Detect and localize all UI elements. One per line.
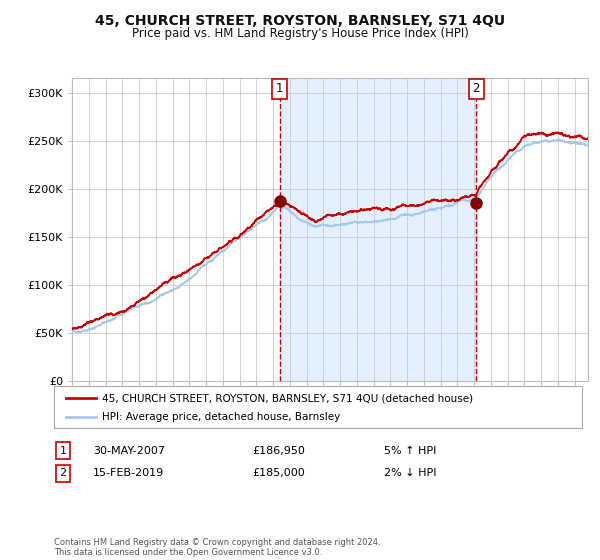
Text: Contains HM Land Registry data © Crown copyright and database right 2024.
This d: Contains HM Land Registry data © Crown c… [54,538,380,557]
Text: 5% ↑ HPI: 5% ↑ HPI [384,446,436,456]
Text: 15-FEB-2019: 15-FEB-2019 [93,468,164,478]
Bar [280,78,476,381]
Text: 2% ↓ HPI: 2% ↓ HPI [384,468,437,478]
Text: 45, CHURCH STREET, ROYSTON, BARNSLEY, S71 4QU: 45, CHURCH STREET, ROYSTON, BARNSLEY, S7… [95,14,505,28]
Text: £185,000: £185,000 [252,468,305,478]
Text: 45, CHURCH STREET, ROYSTON, BARNSLEY, S71 4QU (detached house): 45, CHURCH STREET, ROYSTON, BARNSLEY, S7… [102,393,473,403]
Text: Price paid vs. HM Land Registry's House Price Index (HPI): Price paid vs. HM Land Registry's House … [131,27,469,40]
Text: 1: 1 [276,82,284,95]
Text: HPI: Average price, detached house, Barnsley: HPI: Average price, detached house, Barn… [102,412,340,422]
Text: 2: 2 [59,468,67,478]
Text: 1: 1 [59,446,67,456]
Text: 2: 2 [472,82,480,95]
Text: 30-MAY-2007: 30-MAY-2007 [93,446,165,456]
Text: £186,950: £186,950 [252,446,305,456]
